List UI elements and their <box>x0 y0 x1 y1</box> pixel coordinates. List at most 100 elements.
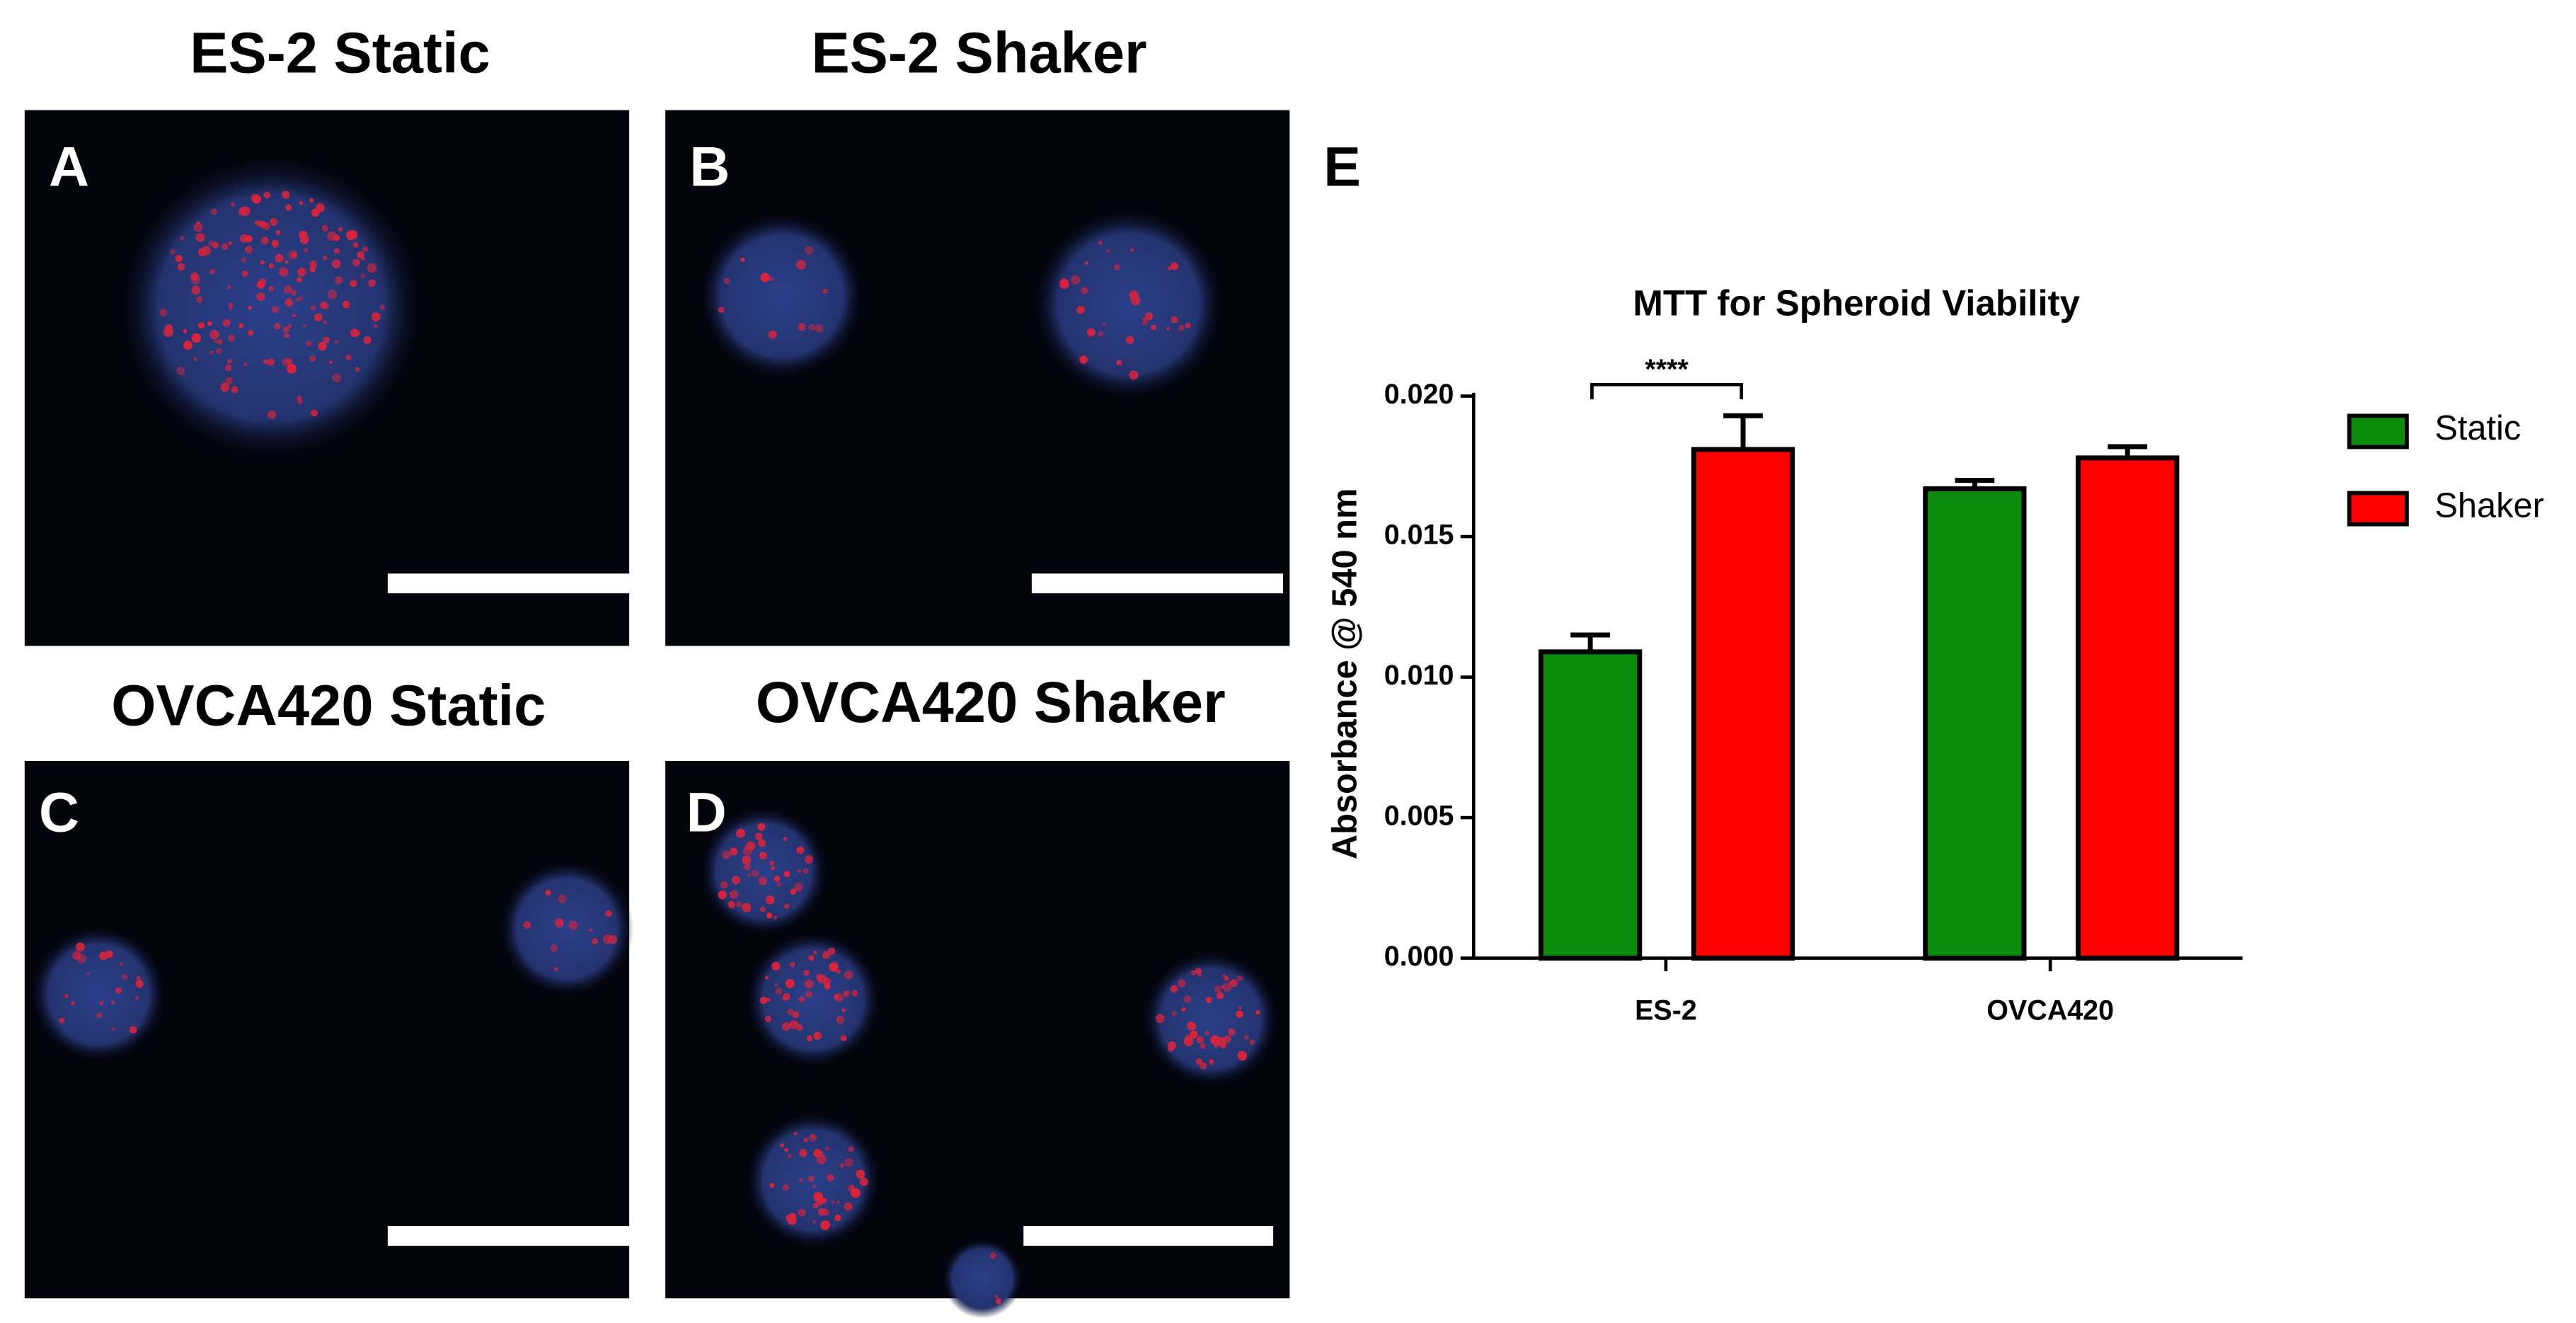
stain-dot <box>1224 1035 1231 1043</box>
stain-dot <box>177 263 185 271</box>
stain-dot <box>299 296 304 301</box>
stain-dot <box>774 876 781 882</box>
stain-dot <box>86 972 90 975</box>
stain-dot <box>1113 264 1120 270</box>
stain-dot <box>331 259 341 269</box>
stain-dot <box>282 190 290 199</box>
stain-dot <box>332 373 342 383</box>
stain-dot <box>799 1149 807 1157</box>
stain-dot <box>1130 295 1141 306</box>
stain-dot <box>545 889 551 896</box>
stain-dot <box>287 363 297 374</box>
stain-dot <box>831 1200 835 1204</box>
stain-dot <box>1236 975 1243 982</box>
bar <box>1923 486 2027 961</box>
stain-dot <box>305 340 312 347</box>
stain-dot <box>314 313 323 322</box>
stain-dot <box>1228 980 1233 985</box>
stain-dot <box>856 1169 866 1179</box>
stain-dot <box>806 1035 813 1042</box>
stain-dot <box>191 333 202 343</box>
stain-dot <box>589 928 593 932</box>
stain-dot <box>785 978 795 988</box>
stain-dot <box>1079 355 1088 364</box>
stain-dot <box>268 263 275 269</box>
stain-dot <box>1195 1058 1202 1065</box>
stain-dot <box>1183 995 1192 1003</box>
stain-dot <box>827 947 836 955</box>
stain-dot <box>271 305 280 314</box>
stain-dot <box>781 1022 791 1031</box>
stain-dot <box>170 249 176 255</box>
stain-dot <box>338 227 343 231</box>
stain-dot <box>209 268 216 275</box>
stain-dot <box>129 1026 137 1034</box>
stain-dot <box>784 1147 788 1152</box>
stain-dot <box>844 990 850 996</box>
stain-dot <box>989 1252 996 1259</box>
stain-dot <box>803 970 810 976</box>
stain-dot <box>363 336 372 345</box>
stain-dot <box>836 1201 841 1205</box>
stain-dot <box>743 863 751 871</box>
stain-dot <box>1116 360 1122 365</box>
stain-dot <box>59 1017 65 1024</box>
stain-dot <box>554 918 564 928</box>
stain-dot <box>241 270 248 277</box>
stain-dot <box>1081 287 1088 294</box>
stain-dot <box>1171 316 1178 323</box>
stain-dot <box>230 202 235 207</box>
stain-dot <box>728 900 736 909</box>
stain-dot <box>284 260 289 264</box>
spheroid <box>121 157 421 458</box>
stain-dot <box>350 328 359 338</box>
stain-dot <box>735 900 742 907</box>
stain-dot <box>286 358 293 365</box>
stain-dot <box>769 1183 775 1189</box>
stain-dot <box>736 828 746 838</box>
stain-dot <box>822 1197 827 1203</box>
stain-dot <box>859 1177 868 1186</box>
stain-dot <box>764 1015 771 1022</box>
stain-dot <box>335 276 343 285</box>
stain-dot <box>319 301 328 309</box>
stain-dot <box>789 961 795 968</box>
panel-letter: D <box>686 781 727 844</box>
stain-dot <box>291 290 297 296</box>
stain-dot <box>771 961 781 970</box>
stain-dot <box>1171 1011 1177 1016</box>
stain-dot <box>787 1153 792 1159</box>
stain-dot <box>720 881 728 889</box>
stain-dot <box>1237 1050 1248 1061</box>
error-bar <box>1723 413 1763 449</box>
stain-dot <box>757 823 766 831</box>
stain-dot <box>804 979 814 989</box>
scale-bar <box>1031 573 1284 594</box>
stain-dot <box>256 292 265 302</box>
stain-dot <box>225 377 234 385</box>
stain-dot <box>817 974 827 984</box>
stain-dot <box>321 224 329 232</box>
stain-dot <box>1217 992 1224 1000</box>
stain-dot <box>1178 324 1185 331</box>
stain-dot <box>263 359 268 365</box>
stain-dot <box>1098 331 1104 337</box>
bar <box>2076 455 2180 961</box>
stain-dot <box>764 975 769 980</box>
stain-dot <box>817 1208 826 1216</box>
stain-dot <box>1210 1035 1220 1045</box>
stain-dot <box>310 304 316 311</box>
stain-dot <box>774 983 778 987</box>
stain-dot <box>1125 336 1134 344</box>
stain-dot <box>352 258 360 267</box>
stain-dot <box>796 846 805 854</box>
panel-letter: B <box>689 135 730 197</box>
stain-dot <box>1204 1030 1210 1036</box>
stain-dot <box>368 279 376 287</box>
stain-dot <box>225 364 232 372</box>
stain-dot <box>288 250 298 260</box>
stain-dot <box>798 1208 806 1217</box>
stain-dot <box>209 330 219 340</box>
stain-dot <box>1130 248 1134 252</box>
stain-dot <box>1071 275 1081 285</box>
